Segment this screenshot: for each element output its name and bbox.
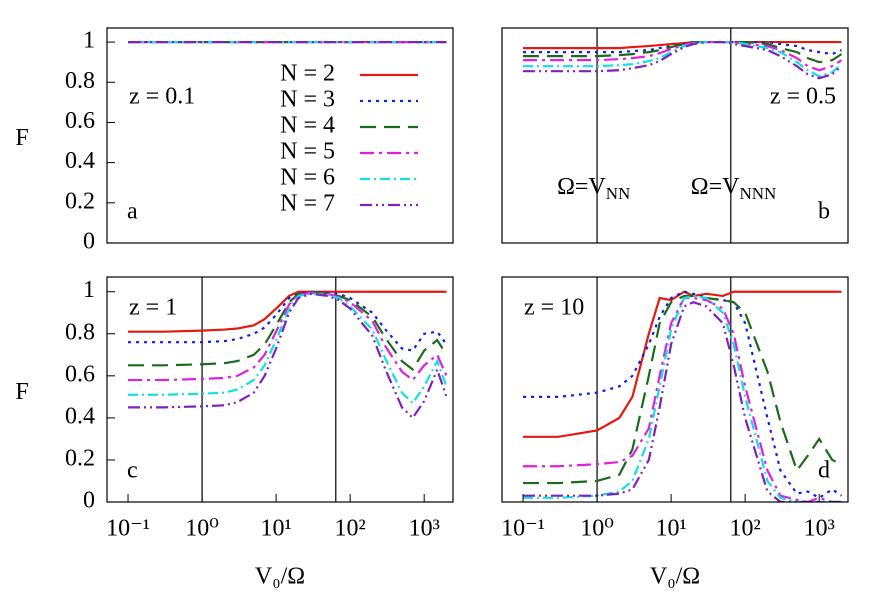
frame [501,27,849,244]
series-line [523,40,843,78]
x-tick-label: 10⁰ [580,516,614,542]
frame [501,276,849,503]
series-line [523,294,842,502]
series-line [128,292,448,420]
plot-area [523,277,843,502]
x-axis-label: V₀/Ω [255,564,305,590]
y-tick-label: 0 [83,229,95,255]
reference-label-sub: NNN [739,184,776,203]
y-tick-label: 0.8 [65,68,95,94]
series-line [523,40,843,64]
reference-label-sub: NN [606,184,631,203]
x-tick-label: 10³ [804,516,835,542]
legend-label: N = 4 [280,113,335,139]
series-line [523,296,842,502]
x-tick-label: 10⁻¹ [501,516,545,542]
y-tick-label: 1 [83,277,95,303]
panel-label: d [818,458,830,484]
z-label: z = 10 [524,295,584,321]
x-tick-label: 10⁰ [185,516,219,542]
legend-label: N = 5 [280,139,335,165]
reference-label-text: Ω=V [691,174,740,200]
plot-area [128,277,448,502]
legend-label: N = 2 [280,61,335,87]
x-tick-label: 10¹ [656,516,687,542]
x-tick-label: 10⁻¹ [106,516,150,542]
legend-label: N = 6 [280,165,335,191]
y-axis-label: F [15,125,28,151]
reference-label: Ω=VNN [557,174,630,203]
frame [106,27,454,244]
panel-label: a [127,199,138,225]
series-line [523,290,842,438]
y-tick-label: 0.4 [65,403,95,429]
series-line [523,290,843,500]
y-axis-label: F [15,379,28,405]
y-tick-label: 0.8 [65,319,95,345]
reference-label: Ω=VNNN [691,174,777,203]
y-tick-label: 1 [83,28,95,54]
y-tick-label: 0.6 [65,108,95,134]
series-line [523,294,842,485]
x-axis-label: V₀/Ω [650,564,700,590]
series-line [523,40,843,80]
x-tick-label: 10² [730,516,761,542]
panel-label: c [127,458,138,484]
z-label: z = 1 [129,295,177,321]
series-line [128,292,448,405]
z-label: z = 0.5 [770,84,836,110]
y-tick-label: 0 [83,488,95,514]
x-tick-label: 10¹ [261,516,292,542]
legend-label: N = 3 [280,87,335,113]
series-line [523,301,842,502]
plot-area [523,28,843,243]
y-tick-label: 0.2 [65,445,95,471]
series-line [523,40,843,72]
y-tick-label: 0.6 [65,361,95,387]
frame [106,276,454,503]
y-tick-label: 0.2 [65,188,95,214]
x-tick-label: 10³ [409,516,440,542]
x-tick-label: 10² [335,516,366,542]
panel-label: b [818,199,830,225]
z-label: z = 0.1 [129,84,195,110]
y-tick-label: 0.4 [65,148,95,174]
legend-label: N = 7 [280,191,335,217]
reference-label-text: Ω=V [557,174,606,200]
